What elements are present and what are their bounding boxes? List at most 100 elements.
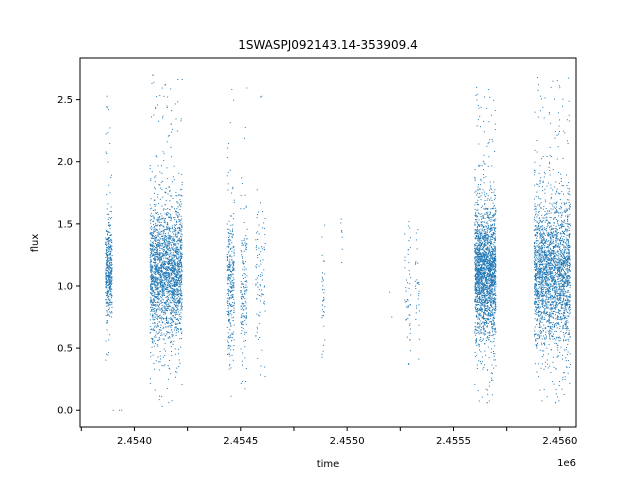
data-point	[164, 246, 165, 247]
data-point	[229, 243, 230, 244]
data-point	[227, 190, 228, 191]
data-point	[175, 323, 176, 324]
data-point	[163, 218, 164, 219]
data-point	[152, 323, 153, 324]
data-point	[181, 231, 182, 232]
data-point	[158, 203, 159, 204]
data-point	[173, 285, 174, 286]
data-point	[228, 291, 229, 292]
data-point	[110, 245, 111, 246]
data-point	[490, 313, 491, 314]
data-point	[156, 229, 157, 230]
data-point	[166, 320, 167, 321]
data-point	[495, 268, 496, 269]
data-point	[107, 255, 108, 256]
data-point	[161, 303, 162, 304]
data-point	[476, 238, 477, 239]
data-point	[154, 311, 155, 312]
data-point	[178, 306, 179, 307]
data-point	[164, 240, 165, 241]
data-point	[110, 251, 111, 252]
data-point	[160, 244, 161, 245]
data-point	[234, 200, 235, 201]
data-point	[106, 302, 107, 303]
data-point	[166, 310, 167, 311]
data-point	[487, 242, 488, 243]
data-point	[164, 222, 165, 223]
data-point	[491, 352, 492, 353]
data-point	[489, 97, 490, 98]
data-point	[493, 192, 494, 193]
data-point	[227, 311, 228, 312]
data-point	[176, 281, 177, 282]
data-point	[242, 365, 243, 366]
data-point	[174, 285, 175, 286]
data-point	[485, 244, 486, 245]
data-point	[264, 249, 265, 250]
data-point	[321, 317, 322, 318]
data-point	[476, 245, 477, 246]
data-point	[169, 247, 170, 248]
data-point	[108, 219, 109, 220]
data-point	[228, 279, 229, 280]
data-point	[229, 269, 230, 270]
data-point	[477, 125, 478, 126]
data-point	[169, 236, 170, 237]
data-point	[479, 244, 480, 245]
data-point	[181, 253, 182, 254]
data-point	[475, 326, 476, 327]
data-point	[181, 329, 182, 330]
data-point	[484, 255, 485, 256]
data-point	[228, 345, 229, 346]
data-point	[181, 118, 182, 119]
data-point	[105, 276, 106, 277]
data-point	[490, 318, 491, 319]
data-point	[228, 251, 229, 252]
data-point	[243, 287, 244, 288]
data-point	[154, 292, 155, 293]
data-point	[489, 298, 490, 299]
data-point	[171, 284, 172, 285]
data-point	[242, 269, 243, 270]
data-point	[174, 294, 175, 295]
data-point	[174, 298, 175, 299]
data-point	[158, 254, 159, 255]
data-point	[323, 345, 324, 346]
data-point	[155, 270, 156, 271]
data-point	[176, 302, 177, 303]
data-point	[167, 287, 168, 288]
data-point	[109, 232, 110, 233]
data-point	[176, 248, 177, 249]
data-point	[153, 75, 154, 76]
data-point	[492, 234, 493, 235]
data-point	[109, 288, 110, 289]
data-point	[152, 293, 153, 294]
data-point	[477, 267, 478, 268]
data-point	[234, 302, 235, 303]
data-point	[172, 312, 173, 313]
data-point	[493, 320, 494, 321]
data-point	[228, 295, 229, 296]
data-point	[495, 271, 496, 272]
data-point	[106, 279, 107, 280]
data-point	[150, 302, 151, 303]
data-point	[163, 232, 164, 233]
data-point	[107, 290, 108, 291]
data-point	[478, 225, 479, 226]
data-point	[247, 229, 248, 230]
data-point	[165, 221, 166, 222]
data-point	[179, 298, 180, 299]
data-point	[159, 339, 160, 340]
data-point	[483, 249, 484, 250]
data-point	[178, 296, 179, 297]
data-point	[227, 265, 228, 266]
data-point	[154, 336, 155, 337]
data-point	[160, 358, 161, 359]
data-point	[479, 401, 480, 402]
data-point	[150, 283, 151, 284]
data-point	[494, 294, 495, 295]
data-point	[478, 294, 479, 295]
data-point	[324, 306, 325, 307]
data-point	[479, 166, 480, 167]
data-point	[259, 225, 260, 226]
